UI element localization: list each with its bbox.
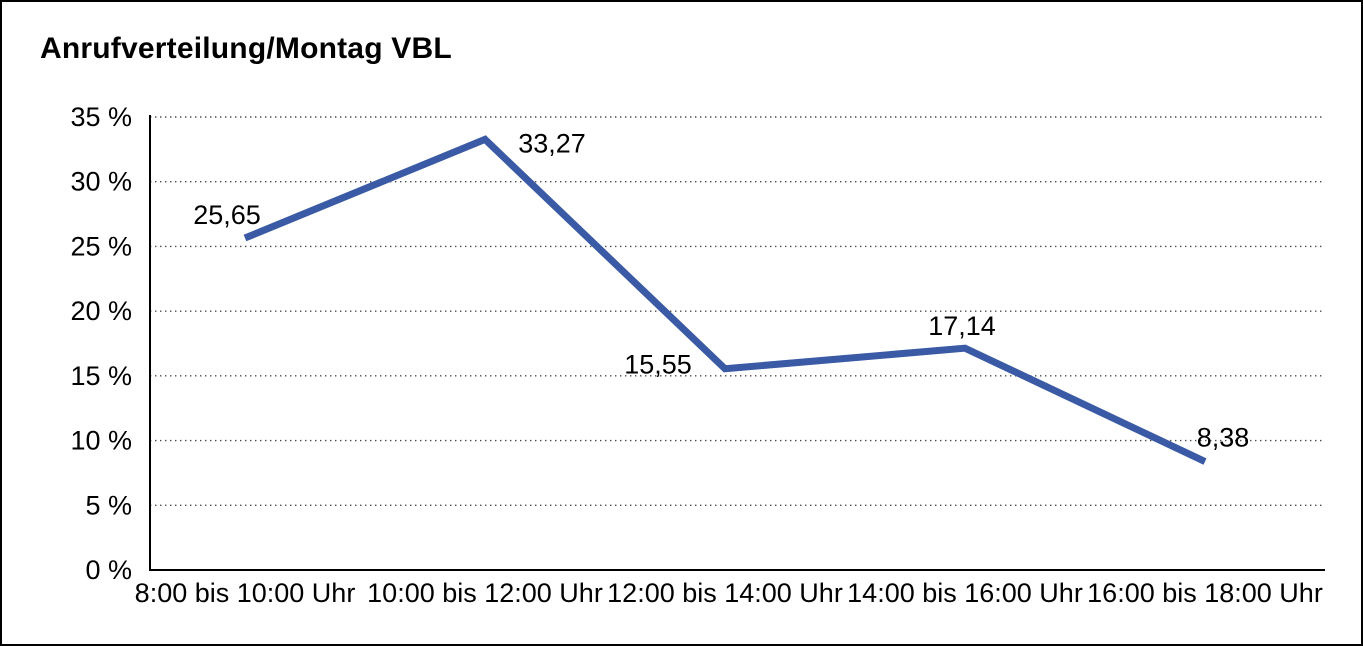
data-point-label: 33,27 xyxy=(518,128,586,158)
x-tick-label: 10:00 bis 12:00 Uhr xyxy=(367,578,603,608)
y-tick-label: 20 % xyxy=(70,296,132,326)
y-tick-label: 5 % xyxy=(85,490,132,520)
y-tick-label: 25 % xyxy=(70,231,132,261)
series-line xyxy=(243,135,1207,465)
chart-title: Anrufverteilung/Montag VBL xyxy=(40,32,452,65)
data-point-label: 25,65 xyxy=(193,200,261,230)
y-tick-label: 30 % xyxy=(70,167,132,197)
x-tick-label: 14:00 bis 16:00 Uhr xyxy=(847,578,1083,608)
data-point-label: 17,14 xyxy=(928,311,996,341)
x-tick-label: 8:00 bis 10:00 Uhr xyxy=(135,578,356,608)
data-point-label: 8,38 xyxy=(1197,423,1250,453)
y-tick-label: 0 % xyxy=(85,555,132,585)
x-tick-label: 12:00 bis 14:00 Uhr xyxy=(607,578,843,608)
y-tick-label: 10 % xyxy=(70,426,132,456)
y-tick-label: 15 % xyxy=(70,361,132,391)
x-tick-label: 16:00 bis 18:00 Uhr xyxy=(1087,578,1323,608)
y-tick-label: 35 % xyxy=(70,102,132,132)
data-point-label: 15,55 xyxy=(624,350,692,380)
